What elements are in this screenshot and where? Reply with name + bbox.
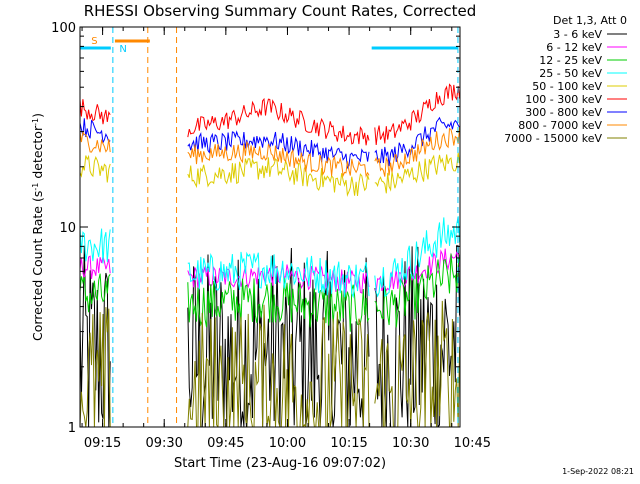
series-line-7000-15000keV: [80, 300, 460, 427]
series-line-50-100keV: [80, 152, 460, 197]
legend-label: 3 - 6 keV: [553, 28, 602, 41]
series-line-100-300keV: [80, 83, 460, 146]
legend-label: 12 - 25 keV: [539, 54, 602, 67]
y-tick-label: 100: [51, 21, 76, 36]
series-line-800-7000keV: [80, 127, 460, 178]
x-tick-label: 09:30: [145, 436, 182, 451]
legend-label: 50 - 100 keV: [532, 80, 602, 93]
x-tick-label: 10:30: [392, 436, 429, 451]
legend-label: 7000 - 15000 keV: [504, 132, 602, 145]
legend-label: 300 - 800 keV: [525, 106, 602, 119]
night-label: N: [119, 44, 126, 55]
saa-label: S: [91, 36, 97, 47]
x-tick-label: 10:00: [269, 436, 306, 451]
x-axis-label: Start Time (23-Aug-16 09:07:02): [174, 456, 386, 471]
y-axis-label: Corrected Count Rate (s-1 detector-1): [30, 113, 45, 341]
x-tick-label: 09:15: [84, 436, 121, 451]
series-line-300-800keV: [80, 116, 460, 170]
legend-label: 800 - 7000 keV: [518, 119, 602, 132]
chart-title: RHESSI Observing Summary Count Rates, Co…: [84, 2, 477, 20]
legend-label: 100 - 300 keV: [525, 93, 602, 106]
x-tick-label: 10:45: [454, 436, 491, 451]
y-tick-label: 1: [68, 421, 76, 436]
legend-label: 25 - 50 keV: [539, 67, 602, 80]
series-line-12-25keV: [80, 253, 460, 332]
footer-date: 1-Sep-2022 08:21: [562, 467, 634, 476]
legend-header: Det 1,3, Att 0: [553, 14, 627, 27]
series-line-25-50keV: [80, 216, 460, 299]
legend-label: 6 - 12 keV: [546, 41, 602, 54]
x-tick-label: 10:15: [330, 436, 367, 451]
y-tick-label: 10: [59, 221, 76, 236]
x-tick-label: 09:45: [207, 436, 244, 451]
